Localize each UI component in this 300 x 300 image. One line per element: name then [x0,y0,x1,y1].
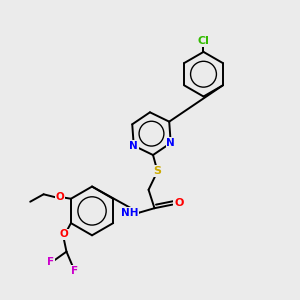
Text: O: O [59,230,68,239]
Text: Cl: Cl [198,36,209,46]
Text: N: N [167,138,175,148]
Text: NH: NH [121,208,139,218]
Text: F: F [71,266,78,276]
Text: O: O [174,198,184,208]
Text: S: S [154,166,161,176]
Text: O: O [56,192,64,202]
Text: F: F [47,257,54,267]
Text: N: N [129,141,138,151]
